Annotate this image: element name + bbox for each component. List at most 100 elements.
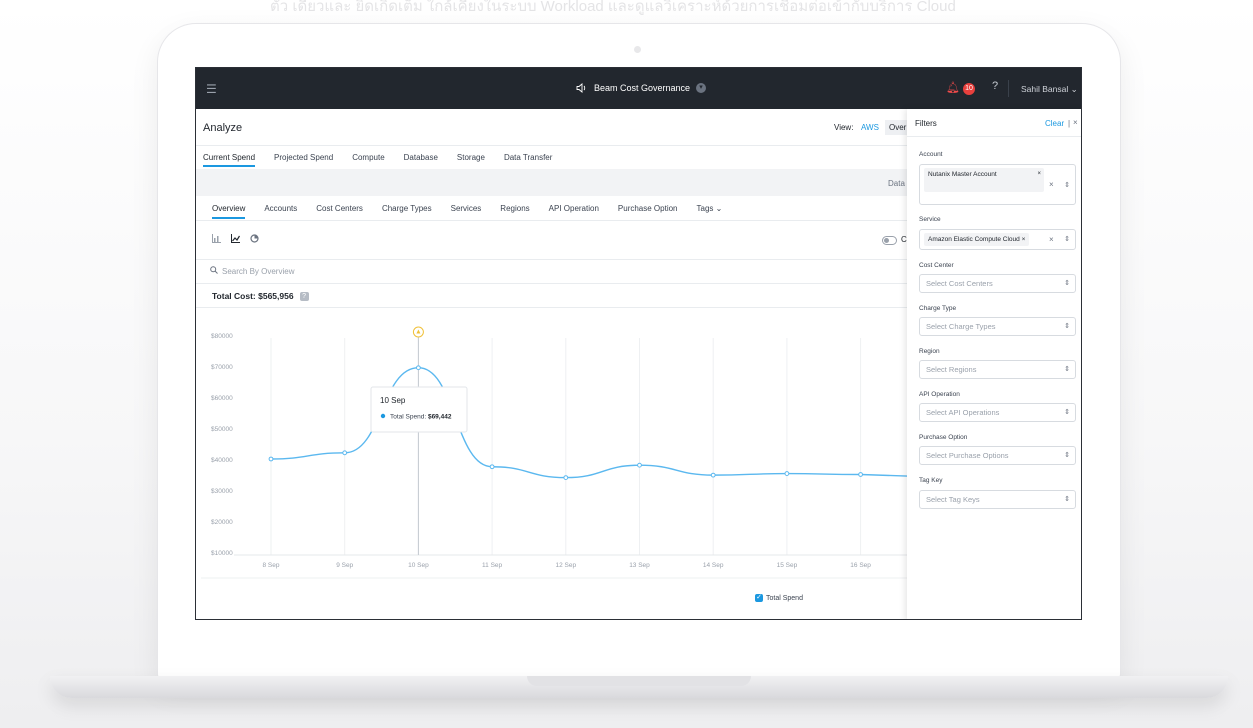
help-icon[interactable]: ?	[992, 80, 999, 92]
notification-badge: 10	[963, 83, 975, 95]
y-tick-label: $60000	[211, 395, 233, 402]
tag-key-select[interactable]: Select Tag Keys ⇕	[919, 490, 1076, 509]
service-select[interactable]: Amazon Elastic Compute Cloud × × ⇕	[919, 229, 1076, 250]
tab-accounts[interactable]: Accounts	[264, 204, 298, 213]
clear-filters-link[interactable]: Clear	[1045, 119, 1065, 128]
account-chip: Nutanix Master Account ×	[924, 168, 1044, 192]
tab-services[interactable]: Services	[450, 204, 482, 213]
user-name: Sahil Bansal	[1021, 84, 1069, 94]
tab-tags[interactable]: Tags ⌄	[697, 204, 723, 219]
x-tick-label: 16 Sep	[850, 562, 871, 569]
data-point[interactable]	[489, 464, 495, 470]
purchase-option-label: Purchase Option	[919, 434, 968, 441]
tab-cost-centers[interactable]: Cost Centers	[316, 204, 363, 213]
cost-center-placeholder: Select Cost Centers	[926, 279, 993, 288]
charge-type-placeholder: Select Charge Types	[926, 322, 996, 331]
app-switcher[interactable]: Beam Cost Governance ▾	[576, 83, 707, 93]
toggle-label: C	[901, 235, 907, 244]
total-spend-line	[270, 367, 907, 479]
legend-label: Total Spend	[766, 594, 803, 602]
account-chip-label: Nutanix Master Account	[928, 171, 997, 178]
x-tick-label: 9 Sep	[336, 562, 353, 569]
tab-api-operation[interactable]: API Operation	[548, 204, 599, 213]
data-point[interactable]	[637, 462, 642, 468]
tab-charge-types[interactable]: Charge Types	[381, 204, 432, 213]
close-icon[interactable]: ×	[1073, 118, 1078, 127]
account-label: Account	[919, 151, 943, 158]
data-point[interactable]	[342, 450, 348, 456]
data-point[interactable]	[858, 472, 863, 477]
y-tick-label: $20000	[211, 519, 233, 526]
tooltip-series-dot	[380, 413, 386, 419]
x-tick-label: 13 Sep	[629, 562, 650, 569]
main-tabs: Current Spend Projected Spend Compute Da…	[203, 153, 552, 167]
app-title: Beam Cost Governance	[594, 83, 691, 93]
search-input[interactable]: Search By Overview	[210, 266, 294, 276]
account-select[interactable]: Nutanix Master Account × × ⇕	[919, 164, 1076, 205]
menu-icon[interactable]: ☰	[206, 82, 217, 96]
select-arrows-icon: ⇕	[1064, 452, 1070, 459]
data-point[interactable]	[784, 471, 790, 476]
tab-tags-label: Tags	[696, 204, 714, 213]
data-point[interactable]	[563, 475, 569, 481]
tag-key-label: Tag Key	[919, 477, 943, 484]
purchase-option-placeholder: Select Purchase Options	[926, 451, 1009, 460]
api-operation-select[interactable]: Select API Operations ⇕	[919, 403, 1076, 422]
divider	[196, 145, 907, 146]
cost-center-select[interactable]: Select Cost Centers ⇕	[919, 274, 1076, 293]
select-arrows-icon: ⇕	[1064, 280, 1070, 287]
filters-title: Filters	[915, 119, 937, 128]
laptop-camera	[634, 46, 641, 53]
line-chart-icon[interactable]	[231, 234, 241, 245]
purchase-option-select[interactable]: Select Purchase Options ⇕	[919, 446, 1076, 465]
chart-type-switcher	[212, 234, 259, 245]
view-label: View:	[834, 123, 854, 132]
y-tick-label: $40000	[211, 457, 233, 464]
x-tick-label: 12 Sep	[555, 562, 576, 569]
view-aws-link[interactable]: AWS	[861, 123, 879, 132]
remove-chip-icon[interactable]: ×	[1021, 236, 1026, 243]
filters-panel: Filters Clear | × Account Nutanix Master…	[907, 109, 1081, 619]
data-point[interactable]	[710, 472, 716, 478]
service-label: Service	[919, 216, 941, 223]
tab-projected-spend[interactable]: Projected Spend	[274, 153, 334, 162]
clear-icon[interactable]: ×	[1049, 180, 1054, 189]
tab-overview[interactable]: Overview	[212, 204, 246, 219]
clear-icon[interactable]: ×	[1049, 235, 1054, 244]
charge-type-select[interactable]: Select Charge Types ⇕	[919, 317, 1076, 336]
tab-purchase-option[interactable]: Purchase Option	[617, 204, 678, 213]
service-chip: Amazon Elastic Compute Cloud ×	[924, 233, 1030, 246]
pie-chart-icon[interactable]	[250, 234, 259, 245]
data-point[interactable]	[268, 456, 274, 462]
user-menu[interactable]: Sahil Bansal ⌄	[1021, 84, 1078, 95]
region-select[interactable]: Select Regions ⇕	[919, 360, 1076, 379]
data-point[interactable]	[416, 365, 421, 371]
divider	[196, 259, 907, 260]
select-arrows-icon: ⇕	[1064, 236, 1070, 243]
search-icon	[210, 266, 218, 276]
chart-legend[interactable]: ✓ Total Spend	[755, 594, 803, 602]
tab-regions[interactable]: Regions	[500, 204, 530, 213]
tab-storage[interactable]: Storage	[456, 153, 485, 162]
divider: |	[1068, 119, 1071, 128]
tab-current-spend[interactable]: Current Spend	[203, 153, 256, 167]
tab-data-transfer[interactable]: Data Transfer	[503, 153, 553, 162]
x-tick-label: 10 Sep	[408, 562, 429, 569]
remove-chip-icon[interactable]: ×	[1037, 171, 1041, 177]
bell-icon[interactable]: 🔔︎	[946, 82, 960, 94]
compare-toggle[interactable]	[882, 236, 897, 245]
bar-chart-icon[interactable]	[212, 234, 221, 245]
select-arrows-icon: ⇕	[1064, 182, 1070, 189]
spend-line-chart: $80000 $70000 $60000 $50000 $40000 $30000 $200…	[201, 326, 907, 579]
top-bar: ☰ Beam Cost Governance ▾ 🔔︎ 10 ? Sahil B…	[196, 68, 1081, 109]
help-icon[interactable]: ?	[299, 291, 309, 301]
tab-compute[interactable]: Compute	[352, 153, 385, 162]
checkbox-icon: ✓	[755, 594, 763, 602]
view-overview-button[interactable]: Over	[885, 120, 911, 135]
api-operation-label: API Operation	[919, 391, 960, 398]
tooltip-value: $69,442	[428, 414, 452, 421]
tab-database[interactable]: Database	[403, 153, 438, 162]
select-arrows-icon: ⇕	[1064, 409, 1070, 416]
select-arrows-icon: ⇕	[1064, 323, 1070, 330]
select-arrows-icon: ⇕	[1064, 366, 1070, 373]
